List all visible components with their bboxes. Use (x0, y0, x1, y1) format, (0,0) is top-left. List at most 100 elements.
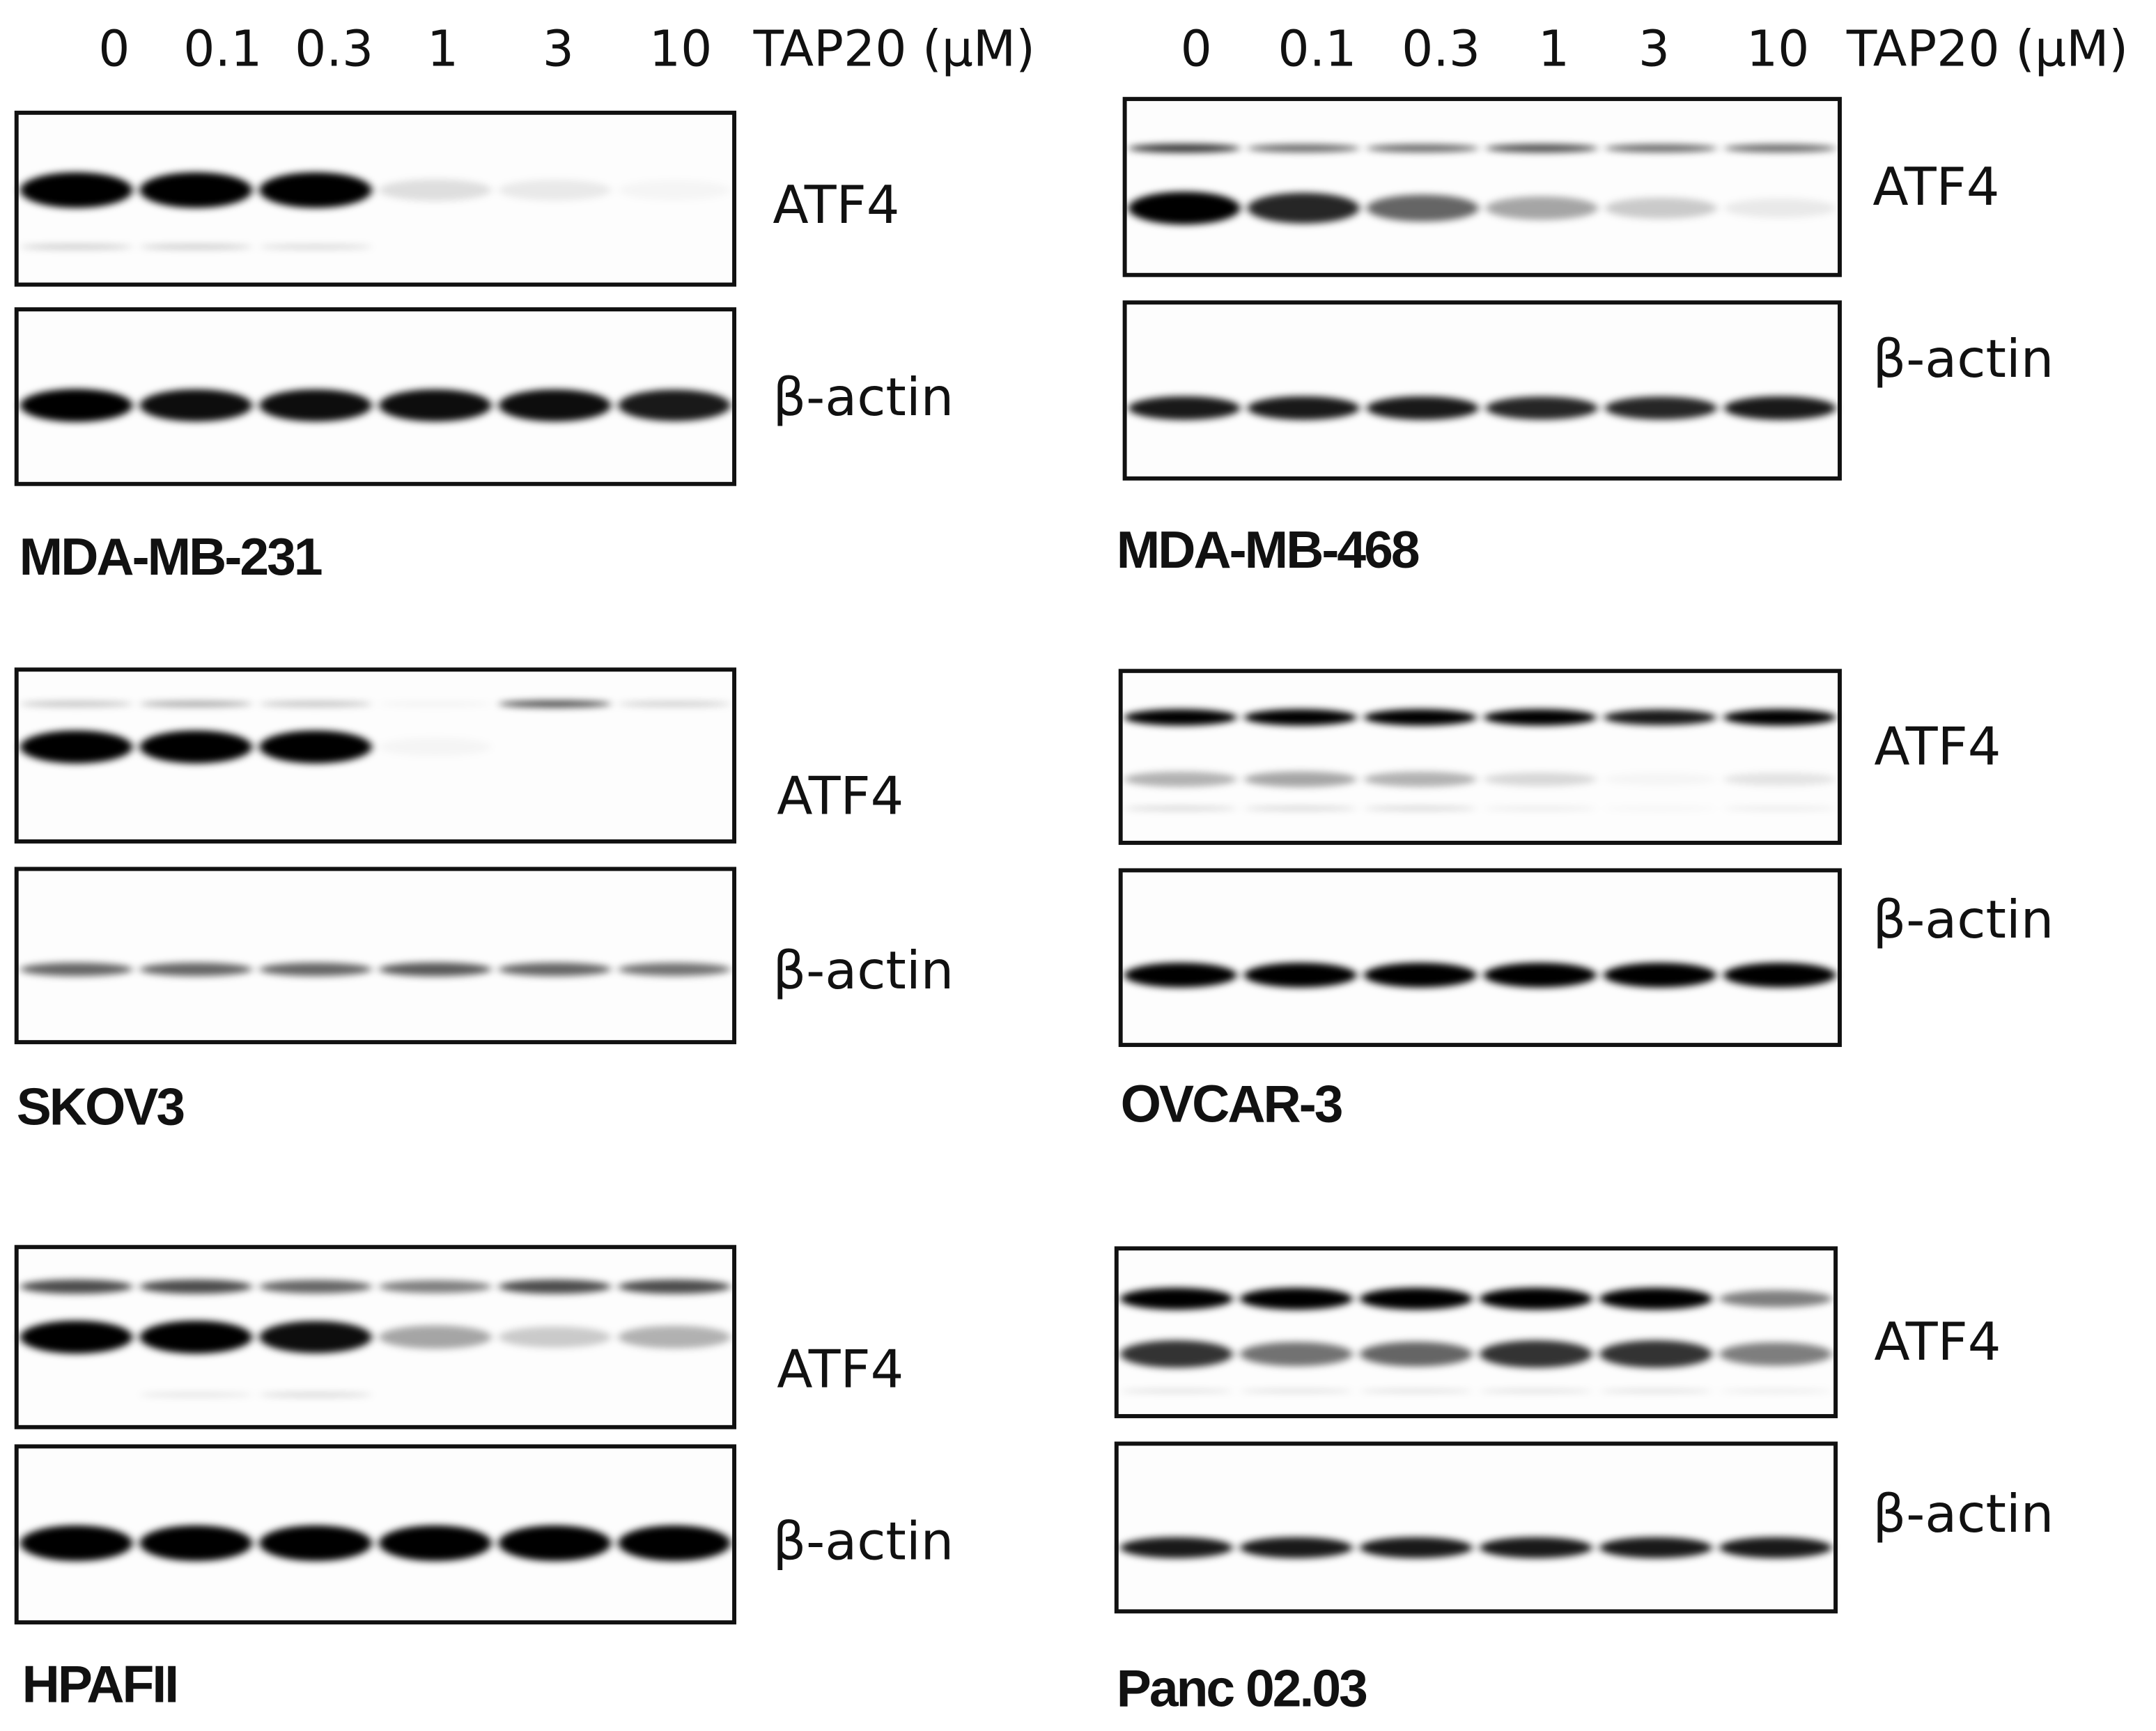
actin-blot (14, 307, 737, 486)
blot-frame (1118, 669, 1842, 845)
bands (20, 1279, 731, 1397)
band (139, 1320, 253, 1354)
blot-frame (1114, 1441, 1838, 1614)
band (1128, 143, 1241, 153)
band (1239, 1389, 1353, 1393)
band (139, 244, 253, 250)
atf4-blot (1118, 669, 1842, 845)
blot-background (1124, 302, 1840, 479)
band (1239, 1537, 1353, 1558)
lane-label: 0 (1181, 20, 1212, 78)
band (1485, 143, 1598, 153)
band (1128, 396, 1241, 420)
blot-frame (1122, 300, 1842, 481)
band (1604, 773, 1716, 786)
band (498, 962, 612, 977)
band (1604, 396, 1717, 420)
band (139, 1525, 253, 1562)
band (618, 701, 731, 707)
band (139, 1392, 253, 1397)
blot-background (16, 869, 735, 1043)
band (20, 1320, 133, 1354)
lane-label: 1 (1538, 20, 1569, 78)
actin-blot (1114, 1441, 1838, 1614)
band (1599, 1340, 1712, 1368)
protein-label: β-actin (773, 366, 954, 428)
band (1119, 1537, 1233, 1558)
band (20, 730, 133, 763)
band (1363, 963, 1477, 988)
band (379, 1280, 492, 1294)
band (1363, 771, 1477, 787)
band (1366, 194, 1479, 222)
band (1485, 196, 1598, 220)
actin-blot (14, 1444, 737, 1625)
band (1119, 1287, 1233, 1310)
band (1604, 197, 1717, 219)
band (139, 701, 253, 707)
protein-label: ATF4 (1872, 156, 1999, 217)
band (259, 389, 372, 422)
band (1239, 1287, 1353, 1310)
treatment-unit: TAP20 (μM) (753, 20, 1035, 78)
band (618, 1279, 731, 1294)
band (1247, 144, 1360, 153)
band (498, 1326, 612, 1348)
band (259, 962, 372, 977)
blot-frame (14, 1444, 737, 1625)
band (1483, 963, 1597, 988)
band (618, 389, 731, 421)
blot-frame (14, 1245, 737, 1429)
actin-blot (1122, 300, 1842, 481)
bands (1119, 1537, 1832, 1558)
blot-frame (1122, 97, 1842, 277)
band (379, 701, 492, 706)
band (139, 730, 253, 763)
band (1719, 1537, 1832, 1558)
band (1247, 192, 1360, 224)
band (20, 244, 133, 250)
lane-label: 1 (427, 20, 458, 78)
band (1485, 396, 1598, 420)
cell-line-name: MDA-MB-468 (1117, 520, 1419, 579)
band (20, 1525, 133, 1562)
lane-label: 0.3 (295, 20, 373, 78)
band (1719, 1290, 1832, 1307)
lane-label: 3 (1638, 20, 1670, 78)
band (20, 1279, 133, 1294)
atf4-blot (1114, 1246, 1838, 1418)
band (1243, 771, 1357, 787)
treatment-unit: TAP20 (μM) (1846, 20, 2128, 78)
band (1363, 807, 1477, 811)
band (259, 1525, 372, 1562)
lane-label: 0.1 (1278, 20, 1356, 78)
band (259, 1321, 372, 1353)
bands (20, 172, 612, 250)
band (379, 962, 492, 977)
band (1119, 1340, 1233, 1368)
band (20, 172, 133, 208)
band (259, 172, 372, 208)
band (1124, 708, 1237, 726)
blot-frame (14, 667, 737, 844)
band (1599, 1537, 1712, 1558)
band (1124, 771, 1237, 787)
band (618, 1326, 731, 1349)
band (1599, 1287, 1712, 1310)
band (379, 738, 491, 756)
lane-label: 0.3 (1402, 20, 1480, 78)
band (1480, 1287, 1592, 1310)
band (1360, 1389, 1473, 1393)
blot-background (1116, 1443, 1836, 1612)
bands (20, 700, 731, 763)
band (1360, 1537, 1473, 1558)
band (259, 1392, 372, 1397)
blot-background (16, 669, 735, 841)
bands (1128, 396, 1836, 420)
band (1723, 807, 1836, 810)
band (1243, 807, 1357, 811)
band (259, 730, 372, 763)
blot-frame (1118, 868, 1842, 1048)
band (1247, 396, 1360, 420)
